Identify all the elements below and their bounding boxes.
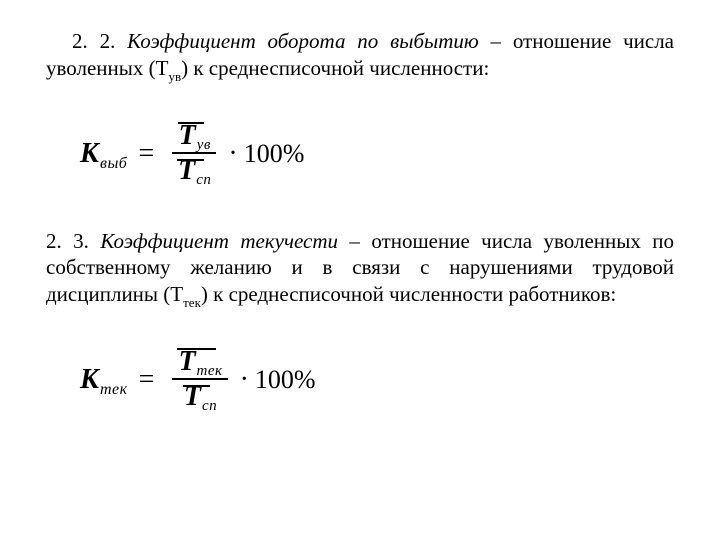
denominator: Тсп <box>172 154 216 187</box>
sub-K: тек <box>100 381 128 398</box>
overbar-num: Тув <box>179 121 210 150</box>
overbar-num: Ттек <box>178 347 221 376</box>
overbar-den: Тсп <box>184 382 216 411</box>
numerator: Ттек <box>172 347 227 378</box>
fraction: Ттек Тсп <box>172 347 227 414</box>
section-2-3: 2. 3. Коэффициент текучести – отношение … <box>46 228 674 312</box>
sym-T-num: Т <box>179 120 196 151</box>
sub-K: выб <box>100 155 127 172</box>
sub-T-num: тек <box>197 363 223 379</box>
sym-T-den: Т <box>178 155 195 186</box>
sub-T-den: сп <box>196 172 211 188</box>
sym-T-num: Т <box>178 346 195 377</box>
equals-sign: = <box>138 138 154 170</box>
hundred-percent: 100% <box>255 365 316 395</box>
fraction: Тув Тсп <box>172 121 216 188</box>
section-number: 2. 2. <box>72 29 115 53</box>
section-number: 2. 3. <box>46 229 89 253</box>
equals-sign: = <box>139 364 155 396</box>
section-text-b: ) к среднесписочной численности работник… <box>201 282 616 306</box>
sym-K: К <box>80 364 99 395</box>
formula-k-vyb: Квыб = Тув Тсп · 100% <box>80 121 674 188</box>
formula-row: Ктек = Ттек Тсп · 100% <box>80 347 674 414</box>
sym-T-den: Т <box>184 381 201 412</box>
subscript: ув <box>168 69 181 84</box>
section-text-b: ) к среднесписочной численности: <box>181 56 489 80</box>
hundred-percent: 100% <box>244 139 305 169</box>
overbar-den: Тсп <box>178 156 210 185</box>
sub-T-den: сп <box>202 398 217 414</box>
numerator: Тув <box>173 121 216 152</box>
formula-row: Квыб = Тув Тсп · 100% <box>80 121 674 188</box>
section-title: Коэффициент текучести <box>100 229 338 253</box>
subscript: тек <box>183 295 201 310</box>
document-page: 2. 2. Коэффициент оборота по выбытию – о… <box>0 0 720 540</box>
multiply-dot: · <box>240 364 249 396</box>
section-title: Коэффициент оборота по выбытию <box>127 29 479 53</box>
sub-T-num: ув <box>197 137 211 153</box>
var-K: Квыб <box>80 138 126 170</box>
multiply-dot: · <box>228 138 237 170</box>
section-2-2: 2. 2. Коэффициент оборота по выбытию – о… <box>46 28 674 85</box>
formula-k-tek: Ктек = Ттек Тсп · 100% <box>80 347 674 414</box>
var-K: Ктек <box>80 364 127 396</box>
denominator: Тсп <box>178 380 222 413</box>
sym-K: К <box>80 138 99 169</box>
